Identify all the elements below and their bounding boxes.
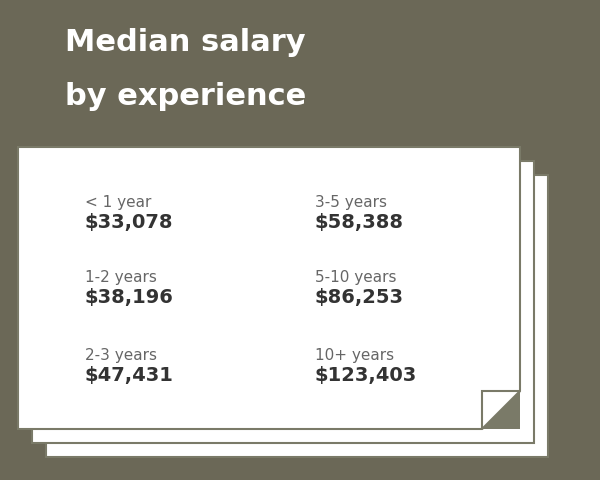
- Text: $33,078: $33,078: [85, 213, 173, 231]
- Text: Median salary: Median salary: [65, 28, 305, 57]
- Polygon shape: [18, 148, 520, 429]
- Text: 3-5 years: 3-5 years: [315, 194, 387, 210]
- Text: 5-10 years: 5-10 years: [315, 269, 397, 285]
- Text: $86,253: $86,253: [315, 288, 404, 306]
- FancyBboxPatch shape: [32, 162, 534, 443]
- Polygon shape: [482, 391, 520, 429]
- Text: 1-2 years: 1-2 years: [85, 269, 157, 285]
- Polygon shape: [482, 391, 520, 429]
- FancyBboxPatch shape: [46, 176, 548, 457]
- Text: $47,431: $47,431: [85, 365, 174, 384]
- Text: 10+ years: 10+ years: [315, 347, 394, 362]
- Text: $123,403: $123,403: [315, 365, 417, 384]
- Text: $38,196: $38,196: [85, 288, 174, 306]
- Text: by experience: by experience: [65, 82, 306, 111]
- Text: 2-3 years: 2-3 years: [85, 347, 157, 362]
- Text: < 1 year: < 1 year: [85, 194, 151, 210]
- Text: $58,388: $58,388: [315, 213, 404, 231]
